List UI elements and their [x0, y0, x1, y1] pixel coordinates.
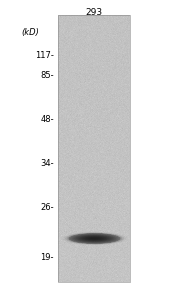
Text: 19-: 19- — [40, 254, 54, 262]
Text: 293: 293 — [85, 8, 103, 17]
Text: 117-: 117- — [35, 50, 54, 59]
Text: 34-: 34- — [40, 158, 54, 167]
Text: 48-: 48- — [40, 116, 54, 124]
Text: 85-: 85- — [40, 70, 54, 80]
Bar — [58, 15, 130, 282]
Text: 26-: 26- — [40, 202, 54, 211]
Text: (kD): (kD) — [21, 28, 39, 37]
